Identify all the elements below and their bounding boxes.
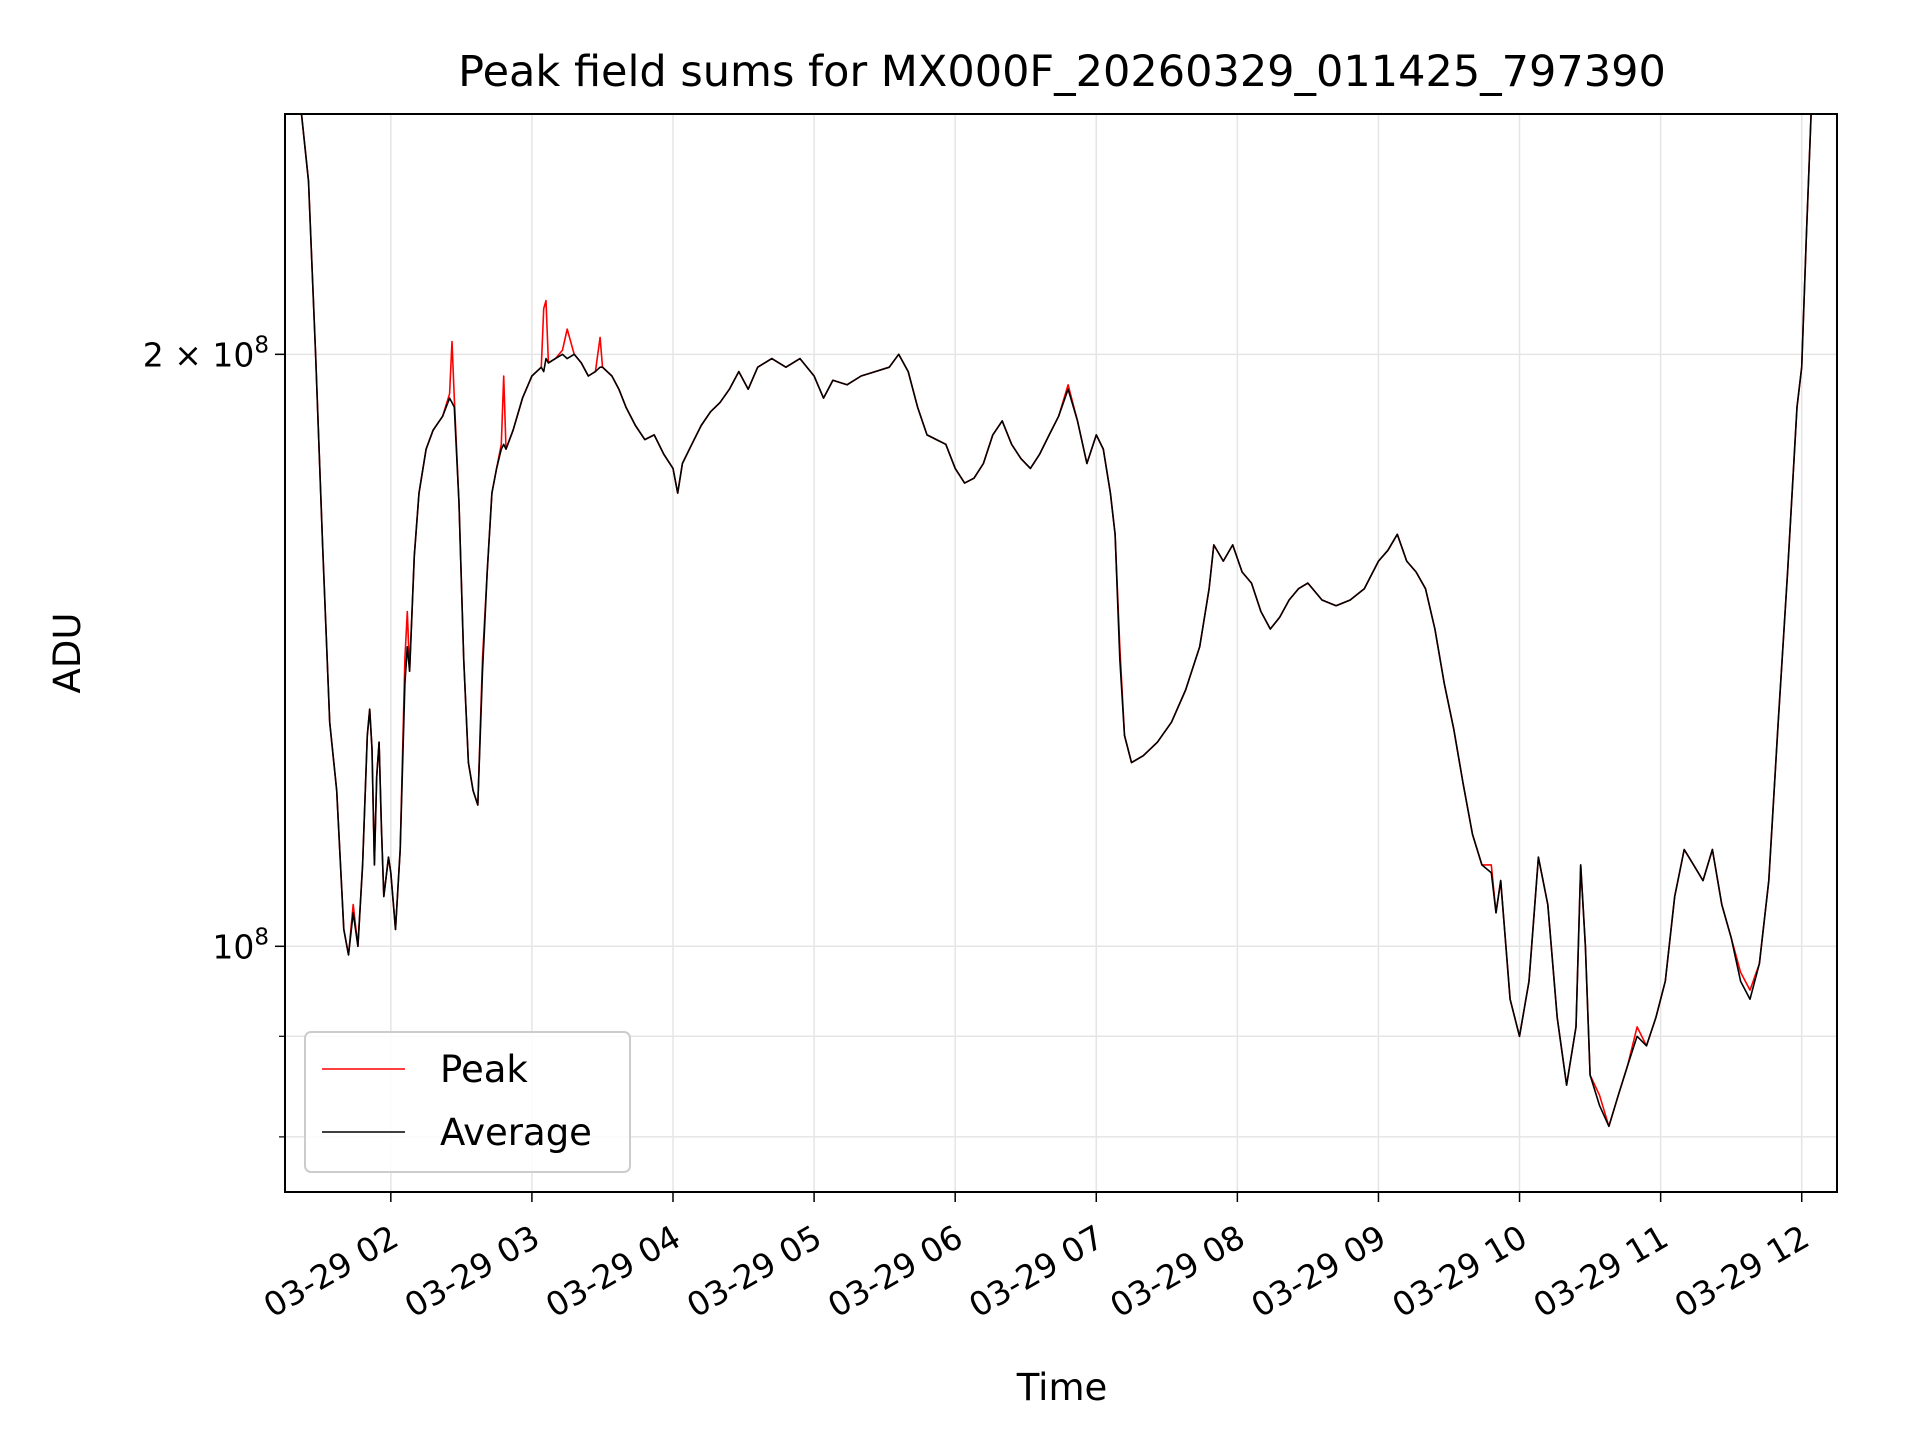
y-axis-label: ADU [46, 613, 89, 694]
x-axis-label: Time [1016, 1366, 1108, 1409]
legend-label-peak: Peak [440, 1048, 528, 1091]
legend: Peak Average [304, 1031, 631, 1173]
legend-box [304, 1031, 631, 1173]
legend-label-average: Average [440, 1111, 592, 1154]
chart-title: Peak field sums for MX000F_20260329_0114… [458, 47, 1666, 97]
series-layer [300, 114, 1812, 1128]
grid [285, 114, 1837, 1192]
series-line-average [300, 114, 1812, 1128]
y-tick-label: 2 × 108 [143, 332, 269, 374]
plot-frame [284, 113, 1838, 1193]
